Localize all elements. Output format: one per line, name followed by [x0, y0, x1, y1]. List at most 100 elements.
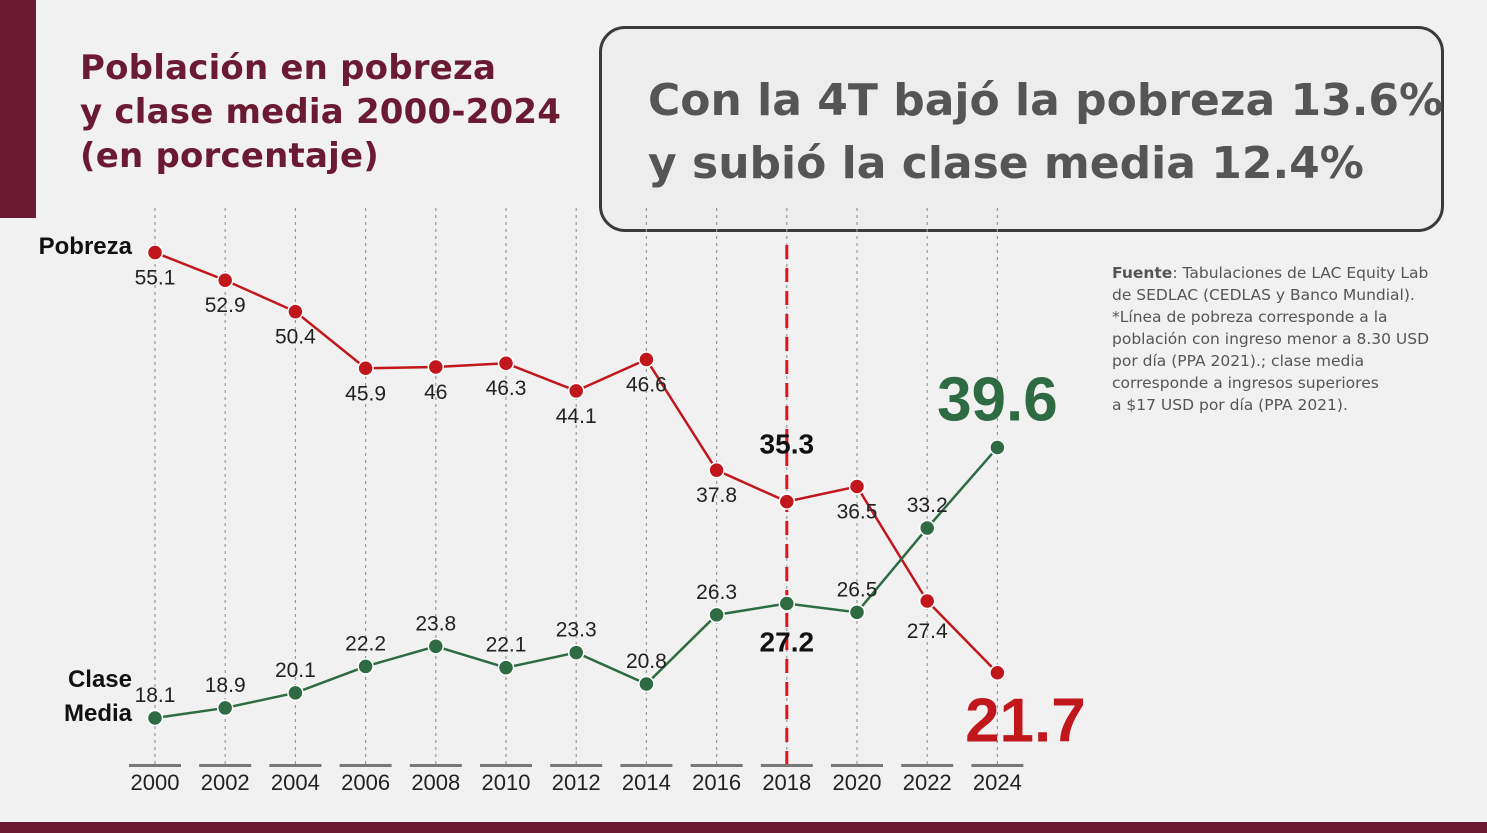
source-line-3: *Línea de pobreza corresponde a la	[1112, 308, 1388, 326]
middle-class-point-2014	[638, 675, 655, 693]
poverty-label-2006: 45.9	[345, 382, 386, 405]
x-tick-bar-2022	[901, 764, 954, 767]
source-line-1: Fuente: Tabulaciones de LAC Equity Lab	[1112, 262, 1472, 284]
poverty-point-2014	[638, 351, 655, 368]
chart-title-line-3: (en porcentaje)	[80, 136, 379, 176]
poverty-label-2016: 37.8	[696, 484, 737, 507]
source-line-2: de SEDLAC (CEDLAS y Banco Mundial).	[1112, 286, 1415, 304]
poverty-point-2000	[146, 244, 164, 261]
brand-left-bar	[0, 0, 36, 218]
x-tick-bar-2000	[129, 764, 181, 767]
middle-class-label-2016: 26.3	[696, 581, 737, 604]
x-tick-bar-2016	[690, 764, 743, 767]
poverty-label-2004: 50.4	[275, 326, 316, 349]
x-tick-2002: 2002	[201, 770, 250, 795]
poverty-point-2022	[918, 592, 936, 610]
chart-title-line-1: Población en pobreza	[80, 48, 497, 88]
middle-class-point-2012	[567, 644, 585, 661]
x-tick-bar-2002	[199, 764, 252, 767]
x-tick-2008: 2008	[411, 770, 460, 795]
x-tick-2000: 2000	[131, 770, 180, 795]
x-tick-2024: 2024	[973, 770, 1022, 795]
poverty-label-2000: 55.1	[135, 267, 176, 290]
middle-class-label-2014: 20.8	[626, 650, 667, 673]
middle-class-point-2004	[287, 684, 304, 702]
x-tick-bar-2014	[620, 764, 673, 767]
poverty-label-2014: 46.6	[626, 373, 667, 396]
x-tick-bar-2010	[480, 764, 532, 767]
headline-box: Con la 4T bajó la pobreza 13.6% y subió …	[599, 26, 1444, 232]
headline-line-2: y subió la clase media 12.4%	[648, 138, 1364, 189]
x-tick-bar-2006	[339, 764, 392, 767]
x-tick-bar-2020	[831, 764, 883, 767]
x-tick-2020: 2020	[833, 770, 882, 795]
poverty-point-2010	[497, 354, 515, 372]
poverty-point-2018	[778, 493, 796, 510]
x-tick-bar-2024	[971, 764, 1024, 767]
middle-class-label-2024: 39.6	[937, 366, 1058, 435]
middle-class-label-2002: 18.9	[205, 674, 246, 697]
series-label-middle-class-line-1: Clase	[68, 666, 132, 693]
middle-class-point-2022	[918, 519, 936, 537]
middle-class-point-2006	[357, 658, 374, 675]
middle-class-label-2018: 27.2	[760, 627, 815, 658]
middle-class-point-2010	[497, 659, 515, 676]
poverty-point-2004	[287, 303, 304, 320]
series-label-poverty: Pobreza	[39, 233, 133, 260]
x-tick-2004: 2004	[271, 770, 320, 795]
poverty-label-2022: 27.4	[907, 620, 948, 643]
source-label: Fuente	[1112, 264, 1173, 282]
x-tick-2012: 2012	[552, 770, 601, 795]
poverty-point-2020	[848, 478, 866, 495]
x-tick-2010: 2010	[482, 770, 531, 795]
source-line-4: población con ingreso menor a 8.30 USD	[1112, 330, 1430, 348]
middle-class-point-2002	[216, 699, 234, 717]
poverty-point-2024	[989, 664, 1006, 681]
x-tick-bar-2008	[409, 764, 462, 767]
middle-class-label-2006: 22.2	[345, 632, 386, 655]
x-tick-2018: 2018	[762, 770, 811, 795]
middle-class-point-2024	[989, 439, 1006, 456]
chart-title-line-2: y clase media 2000-2024	[80, 92, 562, 132]
middle-class-label-2020: 26.5	[837, 578, 878, 601]
middle-class-label-2000: 18.1	[135, 684, 176, 707]
x-tick-bar-2012	[550, 764, 603, 767]
x-tick-2022: 2022	[903, 770, 952, 795]
poverty-label-2018: 35.3	[760, 429, 815, 460]
middle-class-point-2020	[848, 604, 866, 621]
source-note: Fuente: Tabulaciones de LAC Equity Lab d…	[1112, 262, 1472, 416]
middle-class-label-2008: 23.8	[415, 612, 456, 635]
middle-class-label-2010: 22.1	[486, 634, 527, 657]
poverty-point-2006	[357, 360, 374, 377]
source-line-1-rest: : Tabulaciones de LAC Equity Lab	[1172, 264, 1429, 282]
middle-class-point-2008	[427, 638, 445, 655]
poverty-label-2020: 36.5	[837, 501, 878, 524]
middle-class-label-2022: 33.2	[907, 494, 948, 517]
poverty-label-2008: 46	[424, 381, 447, 404]
source-line-7: a $17 USD por día (PPA 2021).	[1112, 396, 1348, 414]
x-tick-bar-2018	[760, 764, 813, 767]
poverty-point-2008	[427, 358, 445, 376]
poverty-label-2002: 52.9	[205, 294, 246, 317]
series-label-middle-class-line-2: Media	[64, 700, 133, 727]
middle-class-label-2012: 23.3	[556, 619, 597, 642]
source-line-6: corresponde a ingresos superiores	[1112, 374, 1379, 392]
middle-class-point-2016	[708, 606, 725, 624]
headline-line-1: Con la 4T bajó la pobreza 13.6%	[648, 75, 1444, 126]
middle-class-point-2018	[778, 595, 796, 612]
x-tick-2016: 2016	[692, 770, 741, 795]
poverty-point-2012	[567, 382, 585, 400]
middle-class-point-2000	[146, 709, 164, 727]
poverty-label-2010: 46.3	[486, 377, 527, 400]
x-tick-2006: 2006	[341, 770, 390, 795]
poverty-point-2002	[216, 271, 234, 289]
chart-title: Población en pobreza y clase media 2000-…	[80, 46, 561, 178]
poverty-label-2024: 21.7	[965, 687, 1086, 756]
source-line-5: por día (PPA 2021).; clase media	[1112, 352, 1365, 370]
middle-class-label-2004: 20.1	[275, 659, 316, 682]
poverty-label-2012: 44.1	[556, 405, 597, 428]
x-tick-bar-2004	[269, 764, 322, 767]
x-tick-2014: 2014	[622, 770, 671, 795]
poverty-point-2016	[708, 461, 725, 479]
